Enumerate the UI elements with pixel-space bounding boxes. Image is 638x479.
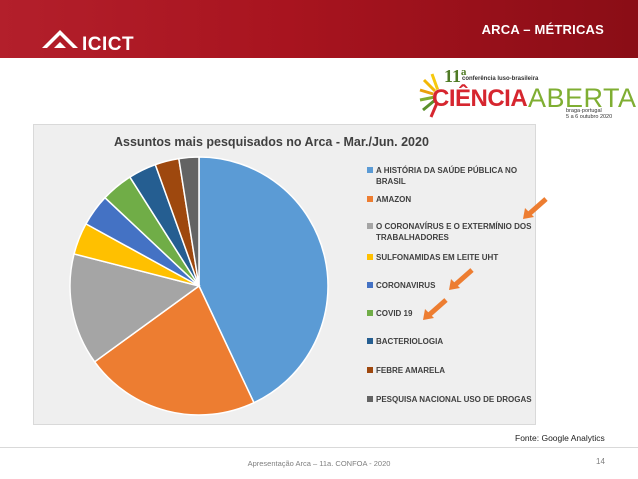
legend-label: BACTERIOLOGIA bbox=[376, 337, 444, 346]
legend-swatch bbox=[367, 196, 373, 202]
legend-label: A HISTÓRIA DA SAÚDE PÚBLICA NO BRASIL bbox=[376, 166, 518, 186]
legend-swatch bbox=[367, 254, 373, 260]
logo-text: ICICT bbox=[82, 34, 135, 55]
icict-logo: ICICT bbox=[40, 26, 134, 55]
legend-swatch bbox=[367, 310, 373, 316]
legend-label: SULFONAMIDAS EM LEITE UHT bbox=[376, 253, 499, 262]
pie-chart-panel: Assuntos mais pesquisados no Arca - Mar.… bbox=[33, 124, 536, 425]
pie-slice bbox=[93, 284, 255, 416]
legend-swatch bbox=[367, 338, 373, 344]
legend-swatch bbox=[367, 167, 373, 173]
legend-label: PESQUISA NACIONAL USO DE DROGAS bbox=[376, 395, 532, 404]
arrow-head bbox=[423, 309, 434, 320]
legend-swatch bbox=[367, 396, 373, 402]
arrow-shaft bbox=[427, 298, 448, 317]
arrow-icon bbox=[449, 268, 474, 290]
page-number: 14 bbox=[596, 457, 605, 466]
arrow-shaft bbox=[527, 197, 548, 216]
legend-label: AMAZON bbox=[376, 195, 412, 204]
logo-roof-icon bbox=[42, 30, 78, 48]
arrow-head bbox=[449, 279, 460, 290]
badge-location-city: braga·portugal bbox=[566, 108, 602, 114]
badge-location: braga·portugal 5 a 6 outubro 2020 bbox=[566, 108, 612, 120]
arrow-icon bbox=[423, 298, 448, 320]
pie-chart bbox=[69, 156, 329, 416]
pie-slice bbox=[177, 156, 200, 287]
badge-word-ciencia: CIÊNCIA bbox=[432, 85, 528, 112]
sunburst-icon bbox=[419, 73, 447, 118]
badge-dates: 5 a 6 outubro 2020 bbox=[566, 114, 613, 120]
legend-swatch bbox=[367, 223, 373, 229]
arrow-head bbox=[523, 208, 534, 219]
page-title: ARCA – MÉTRICAS bbox=[481, 22, 604, 37]
badge-word-aberta: ABERTA bbox=[528, 83, 637, 113]
event-badge: 11ª conferência luso-brasileira CIÊNCIA … bbox=[418, 66, 636, 122]
source-note: Fonte: Google Analytics bbox=[515, 433, 605, 443]
legend-label: FEBRE AMARELA bbox=[376, 366, 446, 375]
pie-slice bbox=[69, 253, 201, 363]
legend-swatch bbox=[367, 367, 373, 373]
footer-text: Apresentação Arca – 11a. CONFOA - 2020 bbox=[247, 459, 391, 468]
header-bar: ICICT ARCA – MÉTRICAS bbox=[0, 0, 638, 58]
arrow-shaft bbox=[453, 268, 474, 287]
chart-title: Assuntos mais pesquisados no Arca - Mar.… bbox=[114, 135, 429, 149]
arrow-icon bbox=[523, 197, 548, 219]
pie-slice bbox=[198, 156, 329, 404]
legend-label: COVID 19 bbox=[376, 309, 413, 318]
legend-swatch bbox=[367, 282, 373, 288]
edition-subtitle: conferência luso-brasileira bbox=[462, 76, 539, 82]
legend-label: O CORONAVÍRUS E O EXTERMÍNIO DOS TRABALH… bbox=[376, 222, 532, 242]
footer-divider bbox=[0, 447, 638, 448]
edition-number: 11ª bbox=[444, 66, 467, 86]
legend-label: CORONAVIRUS bbox=[376, 281, 436, 290]
